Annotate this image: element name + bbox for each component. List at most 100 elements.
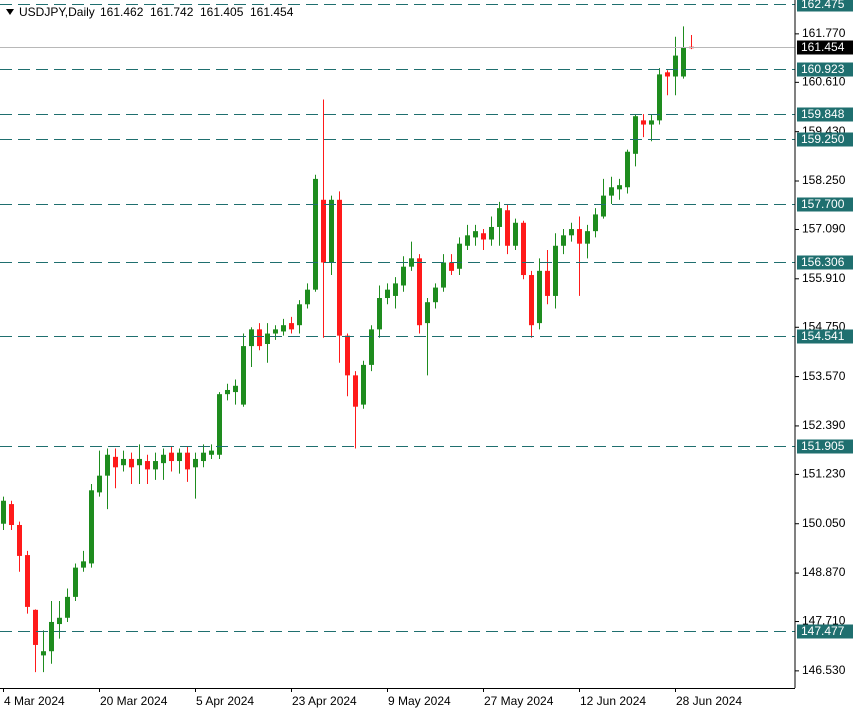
x-tick-label: 27 May 2024 (484, 694, 554, 708)
level-label: 159.848 (801, 107, 845, 121)
y-tick-label: 160.610 (802, 75, 846, 89)
candle-body (137, 458, 142, 466)
candle-body (553, 245, 558, 296)
candle-body (313, 178, 318, 290)
x-tick-label: 20 Mar 2024 (100, 694, 168, 708)
candle-body (217, 394, 222, 455)
candle-body (401, 266, 406, 286)
candle-body (209, 450, 214, 455)
candle-body (353, 375, 358, 407)
y-tick-label: 155.910 (802, 271, 846, 285)
symbol-title: USDJPY,Daily (19, 5, 95, 19)
candle-body (17, 524, 22, 556)
candle-body (97, 475, 102, 493)
candle-body (233, 385, 238, 393)
candle-body (489, 226, 494, 240)
candle-body (665, 72, 670, 77)
candle-body (193, 458, 198, 468)
x-tick-label: 23 Apr 2024 (292, 694, 357, 708)
candle-body (65, 596, 70, 618)
candle-body (33, 609, 38, 645)
candle-body (377, 298, 382, 330)
candle-body (529, 275, 534, 326)
candle-body (185, 452, 190, 470)
level-label-box (797, 107, 853, 122)
candle-body (241, 346, 246, 405)
candle-body (433, 287, 438, 303)
candle-body (457, 243, 462, 269)
current-price-label: 161.454 (801, 40, 845, 54)
candle-body (409, 258, 414, 267)
candle-body (673, 55, 678, 77)
candle-body (513, 222, 518, 246)
candle-body (681, 47, 686, 77)
candle-body (473, 231, 478, 238)
candle-body (225, 389, 230, 395)
level-label-box (797, 197, 853, 212)
candle-body (201, 452, 206, 462)
candle-body (49, 621, 54, 652)
candle-body (465, 235, 470, 246)
candle-body (641, 120, 646, 125)
candle-body (281, 325, 286, 332)
header-open: 161.462 (100, 5, 144, 19)
candle-body (633, 116, 638, 154)
header-low: 161.405 (200, 5, 244, 19)
y-tick-label: 157.090 (802, 222, 846, 236)
level-label: 157.700 (801, 197, 845, 211)
header-close: 161.454 (250, 5, 294, 19)
x-tick-label: 4 Mar 2024 (4, 694, 65, 708)
candle-body (105, 454, 110, 476)
candle-body (113, 456, 118, 468)
x-tick-label: 9 May 2024 (388, 694, 451, 708)
menu-triangle[interactable] (6, 9, 14, 15)
y-tick-label: 153.570 (802, 369, 846, 383)
candle-body (169, 452, 174, 462)
candle-body (385, 289, 390, 299)
x-tick-label: 5 Apr 2024 (196, 694, 254, 708)
y-tick-label: 161.770 (802, 26, 846, 40)
y-tick-label: 158.250 (802, 173, 846, 187)
y-tick-label: 147.710 (802, 614, 846, 628)
candle-body (329, 199, 334, 263)
candle-body (89, 490, 94, 564)
header-high: 161.742 (150, 5, 194, 19)
candle-body (657, 74, 662, 121)
candle-body (1, 500, 6, 524)
candle-body (425, 302, 430, 324)
level-label-box (797, 439, 853, 454)
candle-body (441, 262, 446, 288)
y-tick-label: 151.230 (802, 467, 846, 481)
candle-body (25, 555, 30, 607)
candle-body (577, 229, 582, 244)
candle-body (129, 458, 134, 468)
candle-body (601, 195, 606, 217)
level-label: 159.250 (801, 132, 845, 146)
level-label: 151.905 (801, 439, 845, 453)
candle-body (265, 333, 270, 344)
level-label: 154.541 (801, 329, 845, 343)
x-tick-label: 28 Jun 2024 (676, 694, 742, 708)
level-label-box (797, 329, 853, 344)
candle-body (617, 185, 622, 190)
candle-body (609, 187, 614, 196)
level-label: 162.475 (801, 0, 845, 11)
candle-body (161, 454, 166, 464)
y-tick-label: 150.050 (802, 516, 846, 530)
candle-body (505, 210, 510, 246)
candle-body (537, 270, 542, 324)
candle-body (257, 329, 262, 347)
current-price-box (797, 40, 853, 55)
candle-body (417, 258, 422, 326)
level-label-box (797, 132, 853, 147)
level-label: 160.923 (801, 62, 845, 76)
candle-body (177, 452, 182, 462)
candle-body (145, 461, 150, 470)
candle-body (361, 364, 366, 405)
level-label-box (797, 62, 853, 77)
candle-body (321, 199, 326, 263)
candle-body (289, 323, 294, 330)
candle-body (273, 329, 278, 334)
